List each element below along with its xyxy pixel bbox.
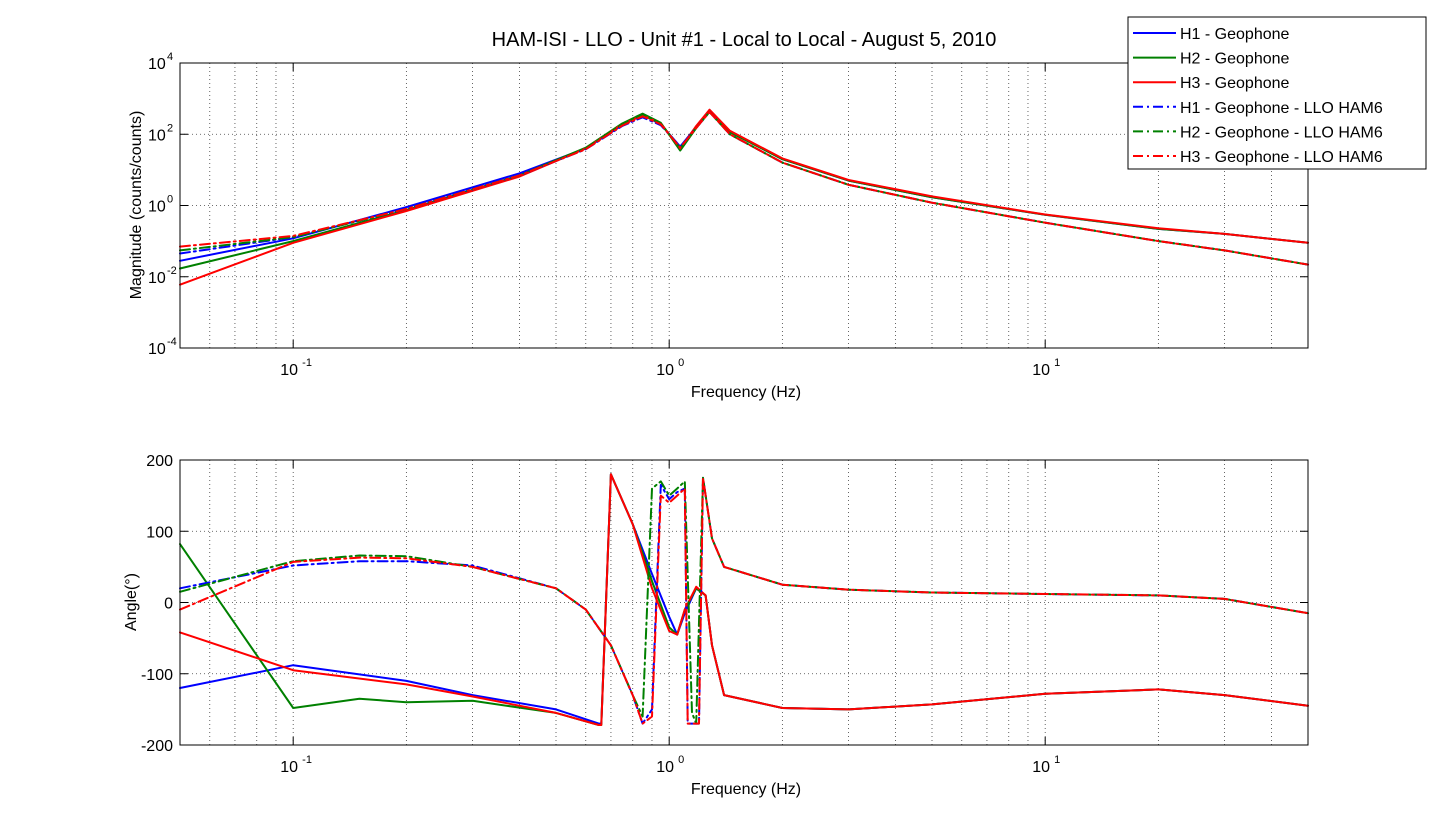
magnitude-panel: 10 -1 10 0 10 110 -410 -210 010 210 4 HAM-ISI - LL… [128, 29, 1309, 401]
phase-series-group [179, 473, 1309, 726]
x-tick-label: 10 [1032, 759, 1050, 776]
magnitude-x-axis-label: Frequency (Hz) [691, 384, 801, 401]
phase-y-axis-label: Angle(°) [123, 573, 140, 631]
y-tick-label: 100 [146, 524, 173, 541]
magnitude-tick-group: 10 -1 10 0 10 110 -410 -210 010 210 4 [148, 51, 1308, 379]
x-tick-exponent: 0 [678, 754, 684, 766]
y-tick-label: -100 [141, 667, 173, 684]
y-tick-label: 10 [148, 341, 166, 358]
y-tick-exponent: -2 [167, 265, 177, 277]
x-tick-exponent: -1 [302, 357, 312, 369]
series-line-6 [179, 476, 1309, 725]
legend-label: H2 - Geophone [1180, 51, 1290, 68]
y-tick-exponent: -4 [167, 336, 177, 348]
legend-label: H3 - Geophone [1180, 75, 1290, 92]
x-tick-exponent: 0 [678, 357, 684, 369]
y-tick-exponent: 0 [167, 194, 173, 206]
series-line-3 [179, 473, 1309, 726]
x-tick-label: 10 [280, 362, 298, 379]
chart-title: HAM-ISI - LLO - Unit #1 - Local to Local… [492, 29, 997, 51]
y-tick-exponent: 2 [167, 122, 173, 134]
y-tick-label: 10 [148, 127, 166, 144]
series-line-6 [179, 111, 1309, 266]
series-line-3 [179, 108, 1309, 286]
legend-label: H3 - Geophone - LLO HAM6 [1180, 149, 1383, 166]
legend-label: H2 - Geophone - LLO HAM6 [1180, 124, 1383, 141]
legend-box [1127, 16, 1427, 170]
y-tick-label: 0 [164, 596, 173, 613]
legend-label: H1 - Geophone - LLO HAM6 [1180, 100, 1383, 117]
x-tick-label: 10 [1032, 362, 1050, 379]
x-tick-label: 10 [656, 362, 674, 379]
legend-label: H1 - Geophone [1180, 26, 1290, 43]
y-tick-label: 10 [148, 199, 166, 216]
legend: H1 - Geophone H2 - Geophone H3 - Geophone H… [1127, 16, 1427, 170]
y-tick-label: 10 [148, 270, 166, 287]
magnitude-series-group [179, 108, 1309, 286]
y-tick-label: 10 [148, 56, 166, 73]
x-tick-exponent: -1 [302, 754, 312, 766]
phase-x-axis-label: Frequency (Hz) [691, 781, 801, 798]
x-tick-label: 10 [656, 759, 674, 776]
x-tick-label: 10 [280, 759, 298, 776]
x-tick-exponent: 1 [1054, 754, 1060, 766]
y-tick-exponent: 4 [167, 51, 173, 63]
y-tick-label: 200 [146, 453, 173, 470]
y-tick-label: -200 [141, 738, 173, 755]
x-tick-exponent: 1 [1054, 357, 1060, 369]
magnitude-y-axis-label: Magnitude (counts/counts) [128, 111, 145, 300]
